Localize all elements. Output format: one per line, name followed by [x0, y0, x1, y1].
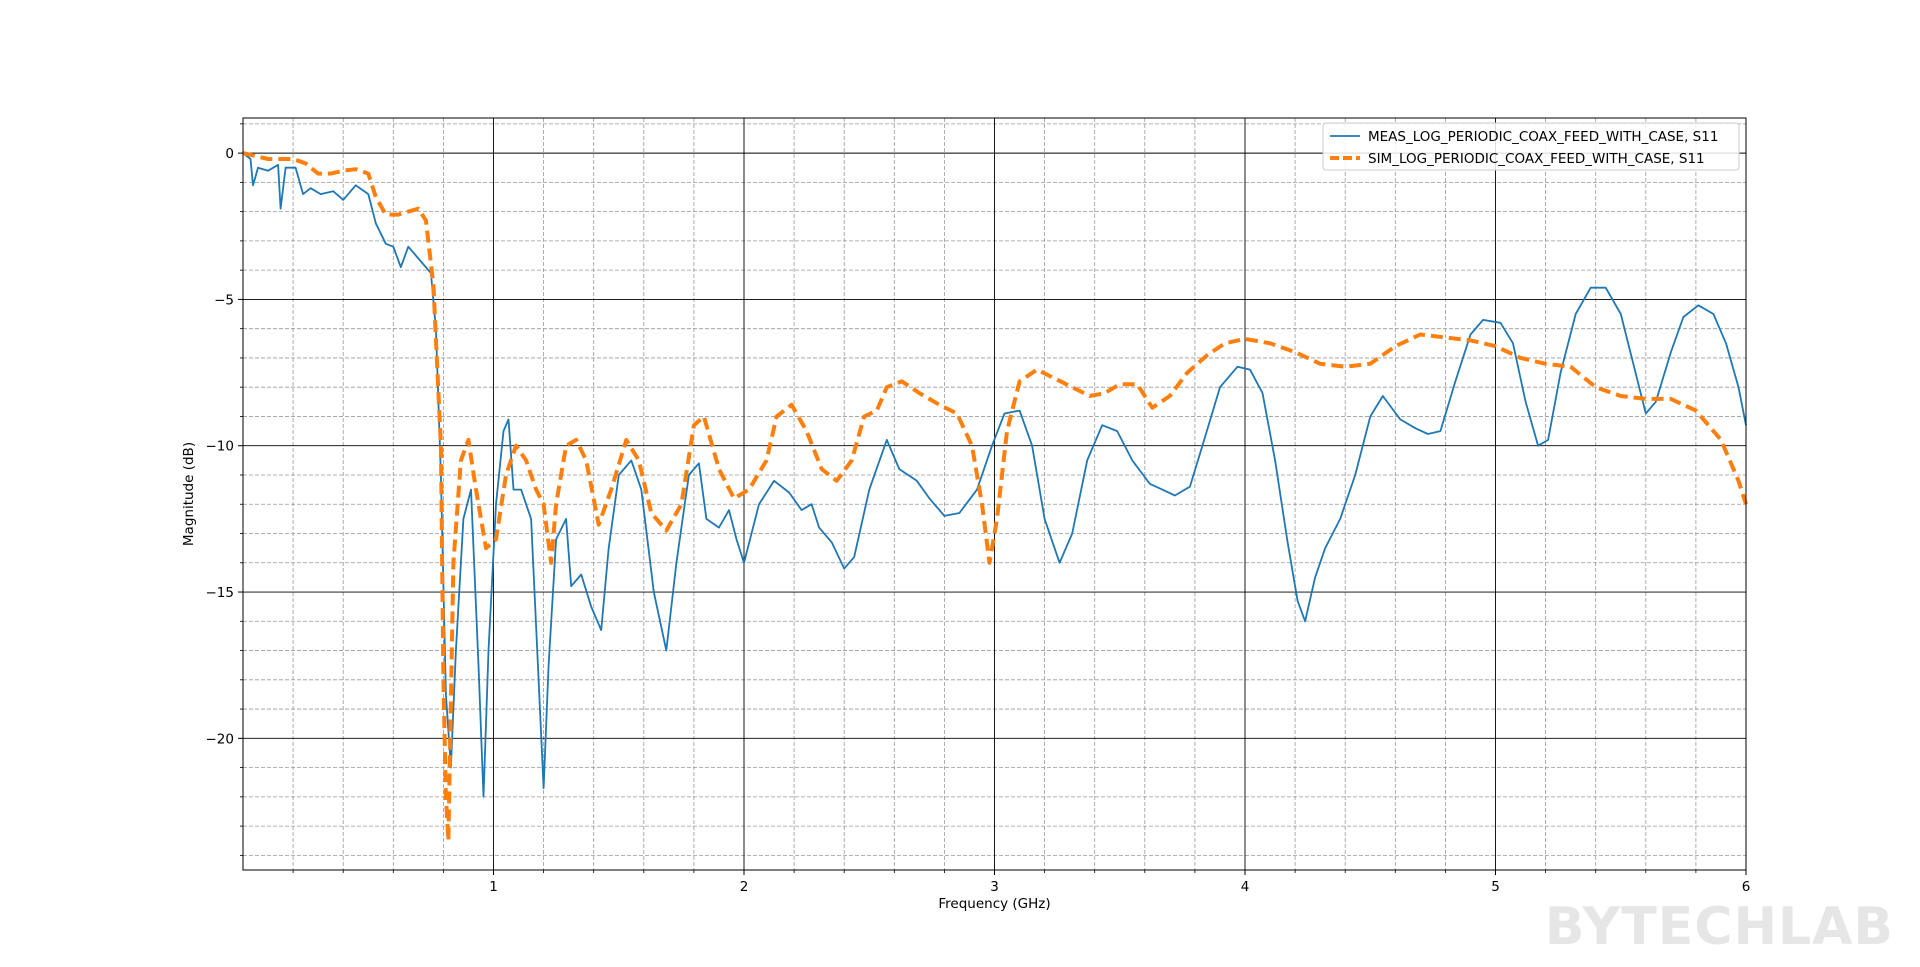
x-tick-label: 5	[1491, 879, 1500, 895]
x-tick-label: 2	[740, 879, 749, 895]
x-tick-label: 6	[1742, 879, 1751, 895]
x-tick-label: 3	[990, 879, 999, 895]
x-tick-label: 1	[489, 879, 498, 895]
y-tick-label: −15	[206, 585, 235, 601]
x-tick-label: 4	[1241, 879, 1250, 895]
series-layer	[242, 151, 1748, 843]
y-tick-label: −10	[206, 439, 235, 455]
y-tick-label: −5	[214, 292, 234, 308]
y-axis-label: Magnitude (dB)	[181, 442, 197, 546]
legend-entry-meas: MEAS_LOG_PERIODIC_COAX_FEED_WITH_CASE, S…	[1368, 129, 1718, 145]
series-line-sim	[242, 151, 1748, 843]
legend-entry-sim: SIM_LOG_PERIODIC_COAX_FEED_WITH_CASE, S1…	[1368, 151, 1705, 167]
y-tick-label: −20	[206, 731, 235, 747]
y-tick-label: 0	[225, 146, 234, 162]
series-line-meas	[242, 152, 1747, 798]
watermark-logo: BYTECHLAB	[1544, 897, 1894, 957]
major-grid	[243, 118, 1747, 870]
legend: MEAS_LOG_PERIODIC_COAX_FEED_WITH_CASE, S…	[1322, 122, 1740, 171]
x-axis-label: Frequency (GHz)	[938, 896, 1050, 912]
legend-box	[1322, 122, 1740, 171]
tick-layer: 1 2 3 4 5 6 0 −5 −10 −15 −20	[206, 123, 1751, 895]
